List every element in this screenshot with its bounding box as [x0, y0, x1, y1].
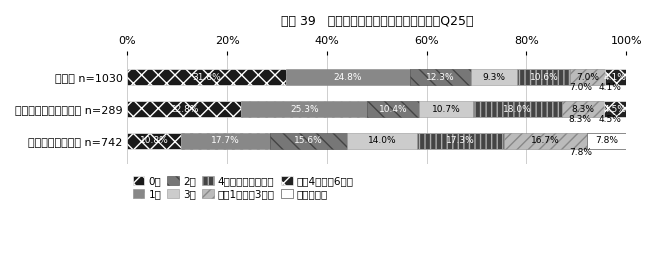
Text: 4.5%: 4.5% — [599, 115, 622, 124]
Text: 14.0%: 14.0% — [368, 136, 397, 145]
Bar — [417, 133, 503, 148]
Bar — [605, 69, 625, 85]
Bar — [419, 101, 472, 117]
Text: 22.8%: 22.8% — [170, 104, 198, 114]
Text: 10.6%: 10.6% — [530, 73, 558, 82]
Text: 8.3%: 8.3% — [569, 115, 592, 124]
Legend: 0歳, 1歳, 2歳, 3歳, 4歳～小学校就学前, 小学1年生～3年生, 小学4年生～6年生, 中学生以上: 0歳, 1歳, 2歳, 3歳, 4歳～小学校就学前, 小学1年生～3年生, 小学… — [133, 176, 353, 199]
Bar — [503, 133, 587, 148]
Bar — [471, 69, 518, 85]
Bar — [269, 133, 348, 148]
Bar — [181, 133, 269, 148]
Text: 16.7%: 16.7% — [531, 136, 560, 145]
Text: 4.1%: 4.1% — [604, 73, 627, 82]
Text: 17.3%: 17.3% — [446, 136, 475, 145]
Bar — [127, 69, 286, 85]
Bar — [127, 101, 241, 117]
Bar — [604, 101, 626, 117]
Text: 7.0%: 7.0% — [569, 83, 592, 92]
Text: 7.8%: 7.8% — [569, 148, 592, 157]
Text: 7.0%: 7.0% — [576, 73, 599, 82]
Bar — [562, 101, 604, 117]
Text: 25.3%: 25.3% — [290, 104, 319, 114]
Text: 8.3%: 8.3% — [572, 104, 595, 114]
Text: 17.7%: 17.7% — [211, 136, 240, 145]
Text: 10.4%: 10.4% — [379, 104, 407, 114]
Bar — [367, 101, 419, 117]
Text: 4.1%: 4.1% — [599, 83, 622, 92]
Bar — [127, 133, 181, 148]
Text: 10.7%: 10.7% — [432, 104, 461, 114]
Text: 9.3%: 9.3% — [483, 73, 506, 82]
Bar — [570, 69, 605, 85]
Title: 図表 39   再就職時の末子年齢：単数回答（Q25）: 図表 39 再就職時の末子年齢：単数回答（Q25） — [281, 15, 473, 28]
Bar — [348, 133, 417, 148]
Text: 31.8%: 31.8% — [193, 73, 221, 82]
Bar — [587, 133, 626, 148]
Bar — [241, 101, 367, 117]
Bar — [286, 69, 410, 85]
Text: 12.3%: 12.3% — [426, 73, 455, 82]
Bar — [472, 101, 562, 117]
Text: 18.0%: 18.0% — [503, 104, 532, 114]
Text: 24.8%: 24.8% — [334, 73, 362, 82]
Text: 15.6%: 15.6% — [294, 136, 323, 145]
Text: 7.8%: 7.8% — [595, 136, 618, 145]
Text: 4.5%: 4.5% — [604, 104, 626, 114]
Text: 10.8%: 10.8% — [140, 136, 169, 145]
Bar — [410, 69, 471, 85]
Bar — [518, 69, 570, 85]
